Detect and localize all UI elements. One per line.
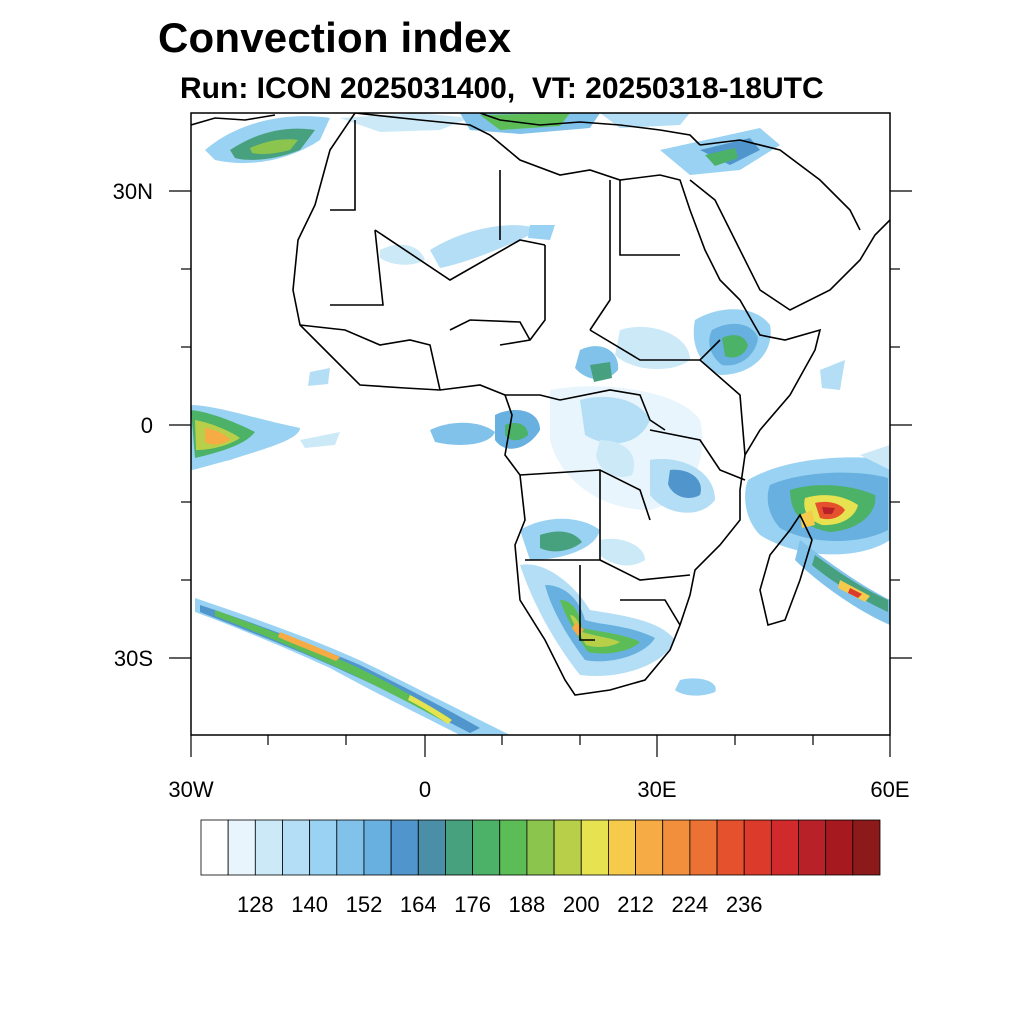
- colorbar-swatch: [309, 819, 338, 876]
- colorbar-label: 128: [237, 892, 274, 917]
- lon-label-30w: 30W: [168, 777, 213, 802]
- colorbar-swatch: [608, 819, 636, 876]
- colorbar-label: 212: [617, 892, 654, 917]
- colorbar-swatch: [336, 819, 365, 876]
- colorbar-swatch: [798, 819, 827, 876]
- colorbar-label: 140: [291, 892, 328, 917]
- colorbar-swatch: [282, 819, 311, 876]
- colorbar-swatch: [445, 819, 474, 876]
- colorbar-label: 188: [509, 892, 546, 917]
- colorbar-swatch: [689, 819, 718, 876]
- colorbar-swatch: [825, 819, 854, 876]
- colorbar-swatch: [390, 819, 419, 876]
- colorbar-label: 200: [563, 892, 600, 917]
- lon-label-0: 0: [419, 777, 431, 802]
- colorbar-swatch: [716, 819, 745, 876]
- colorbar-label: 164: [400, 892, 437, 917]
- colorbar-swatch: [743, 819, 772, 876]
- lon-label-60e: 60E: [870, 777, 909, 802]
- map-subtitle: Run: ICON 2025031400, VT: 20250318-18UTC: [180, 72, 824, 105]
- lat-label-30n: 30N: [113, 179, 153, 204]
- coastlines: [191, 113, 890, 696]
- colorbar-swatch: [254, 819, 283, 876]
- colorbar-labels: 128 140 152 164 176 188 200 212 224 236: [237, 892, 763, 917]
- colorbar-label: 152: [346, 892, 383, 917]
- colorbar-swatch: [553, 819, 582, 876]
- colorbar-swatch: [526, 819, 555, 876]
- lat-label-30s: 30S: [114, 646, 153, 671]
- lon-label-30e: 30E: [637, 777, 676, 802]
- colorbar: [200, 819, 881, 876]
- map-frame: [190, 112, 891, 736]
- lat-label-0: 0: [141, 413, 153, 438]
- colorbar-swatch: [499, 819, 528, 876]
- colorbar-swatch: [852, 819, 881, 876]
- colorbar-label: 224: [672, 892, 709, 917]
- colorbar-swatch: [417, 819, 446, 876]
- colorbar-label: 236: [726, 892, 763, 917]
- colorbar-swatch: [472, 819, 501, 876]
- tick-marks: [169, 190, 912, 757]
- colorbar-swatch: [770, 819, 799, 876]
- colorbar-swatch: [662, 819, 691, 876]
- convection-field: [191, 113, 890, 735]
- colorbar-swatch: [227, 819, 256, 876]
- colorbar-swatch: [580, 819, 609, 876]
- colorbar-swatch: [363, 819, 392, 876]
- colorbar-swatch: [635, 819, 664, 876]
- colorbar-swatch: [200, 819, 229, 876]
- map-title: Convection index: [158, 14, 512, 61]
- colorbar-label: 176: [454, 892, 491, 917]
